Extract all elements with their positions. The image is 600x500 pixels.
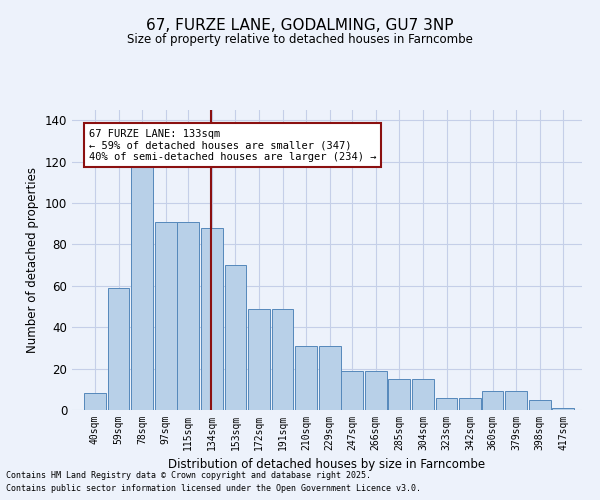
Bar xyxy=(341,370,363,410)
Text: Contains public sector information licensed under the Open Government Licence v3: Contains public sector information licen… xyxy=(6,484,421,493)
Bar xyxy=(482,392,503,410)
Bar xyxy=(248,308,270,410)
Y-axis label: Number of detached properties: Number of detached properties xyxy=(26,167,39,353)
Text: 67 FURZE LANE: 133sqm
← 59% of detached houses are smaller (347)
40% of semi-det: 67 FURZE LANE: 133sqm ← 59% of detached … xyxy=(89,128,376,162)
Bar xyxy=(365,370,386,410)
Bar xyxy=(436,398,457,410)
Bar xyxy=(131,145,153,410)
Bar xyxy=(224,265,246,410)
Bar xyxy=(505,392,527,410)
Bar xyxy=(319,346,341,410)
Bar xyxy=(272,308,293,410)
X-axis label: Distribution of detached houses by size in Farncombe: Distribution of detached houses by size … xyxy=(169,458,485,471)
Bar xyxy=(177,222,199,410)
Bar xyxy=(529,400,551,410)
Bar xyxy=(295,346,317,410)
Text: 67, FURZE LANE, GODALMING, GU7 3NP: 67, FURZE LANE, GODALMING, GU7 3NP xyxy=(146,18,454,32)
Bar xyxy=(108,288,130,410)
Bar xyxy=(84,394,106,410)
Bar xyxy=(388,379,410,410)
Bar xyxy=(553,408,574,410)
Bar xyxy=(201,228,223,410)
Bar xyxy=(412,379,434,410)
Text: Contains HM Land Registry data © Crown copyright and database right 2025.: Contains HM Land Registry data © Crown c… xyxy=(6,470,371,480)
Bar xyxy=(155,222,176,410)
Bar xyxy=(460,398,481,410)
Text: Size of property relative to detached houses in Farncombe: Size of property relative to detached ho… xyxy=(127,32,473,46)
